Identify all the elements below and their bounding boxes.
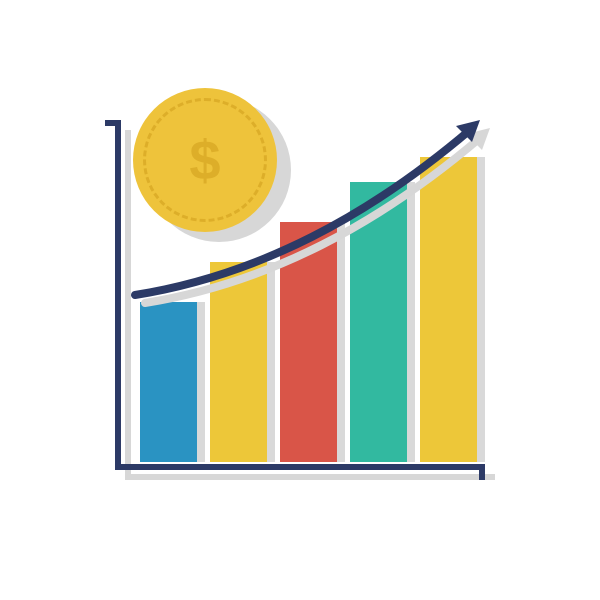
y-axis-tick <box>105 120 115 126</box>
y-axis <box>115 120 121 470</box>
bar <box>210 262 267 462</box>
bar <box>420 157 477 462</box>
x-axis <box>115 464 485 470</box>
x-axis-tick <box>479 470 485 480</box>
bar <box>140 302 197 462</box>
growth-chart-infographic: $ <box>0 0 600 600</box>
dollar-sign: $ <box>189 128 220 193</box>
bar <box>350 182 407 462</box>
dollar-coin-icon: $ <box>133 88 277 232</box>
y-axis-shadow <box>125 130 131 480</box>
bar <box>280 222 337 462</box>
x-axis-shadow <box>125 474 495 480</box>
